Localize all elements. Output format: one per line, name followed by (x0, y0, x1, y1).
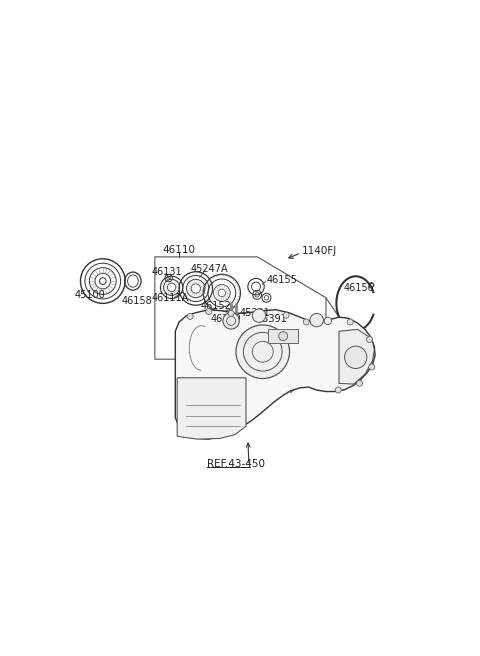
Text: 46140: 46140 (210, 314, 241, 324)
Text: 46155: 46155 (266, 275, 297, 285)
Text: 46152: 46152 (200, 301, 231, 311)
Circle shape (279, 332, 288, 340)
Text: 45391: 45391 (240, 308, 270, 318)
Circle shape (303, 319, 309, 325)
Text: 46156: 46156 (344, 283, 374, 293)
Circle shape (324, 317, 332, 325)
Text: 45391: 45391 (256, 314, 287, 324)
Circle shape (236, 325, 289, 379)
Circle shape (347, 319, 353, 325)
Text: 46158: 46158 (121, 296, 152, 306)
Circle shape (243, 333, 282, 371)
Polygon shape (339, 329, 374, 384)
Circle shape (227, 316, 236, 325)
Circle shape (345, 346, 367, 369)
Circle shape (357, 380, 362, 386)
Circle shape (252, 309, 266, 322)
Polygon shape (268, 329, 298, 343)
Circle shape (223, 313, 240, 329)
Circle shape (206, 308, 212, 314)
Text: 45247A: 45247A (191, 264, 228, 274)
Circle shape (228, 310, 234, 316)
Text: 46131: 46131 (152, 267, 182, 277)
Text: 45100: 45100 (74, 290, 105, 300)
Text: REF.43-450: REF.43-450 (207, 459, 265, 470)
Circle shape (310, 314, 324, 327)
Circle shape (369, 364, 375, 370)
Text: 46111A: 46111A (151, 293, 188, 303)
Circle shape (335, 387, 341, 393)
Circle shape (187, 314, 193, 319)
Text: 1140FJ: 1140FJ (302, 246, 337, 256)
Circle shape (252, 341, 273, 362)
Text: 46110: 46110 (163, 245, 195, 255)
Polygon shape (175, 310, 375, 439)
Circle shape (367, 337, 372, 342)
Polygon shape (177, 378, 246, 439)
Circle shape (283, 312, 289, 318)
